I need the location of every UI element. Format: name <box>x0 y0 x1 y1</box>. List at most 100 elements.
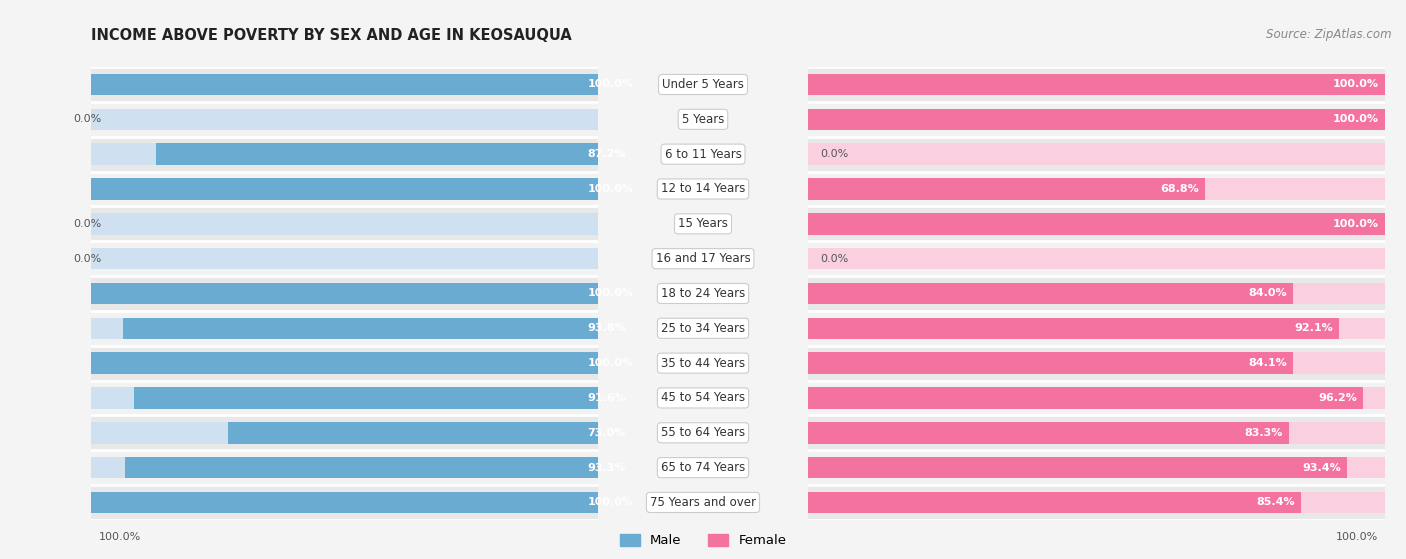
Bar <box>808 283 1385 304</box>
Bar <box>125 457 598 479</box>
Bar <box>808 457 1347 479</box>
Text: 100.0%: 100.0% <box>1336 532 1378 542</box>
Bar <box>91 381 598 415</box>
Text: 5 Years: 5 Years <box>682 113 724 126</box>
Bar <box>808 422 1385 444</box>
Text: 45 to 54 Years: 45 to 54 Years <box>661 391 745 405</box>
Text: 100.0%: 100.0% <box>98 532 141 542</box>
Bar <box>808 311 1385 345</box>
Bar <box>808 492 1301 513</box>
Text: 15 Years: 15 Years <box>678 217 728 230</box>
Bar <box>91 415 598 450</box>
Text: INCOME ABOVE POVERTY BY SEX AND AGE IN KEOSAUQUA: INCOME ABOVE POVERTY BY SEX AND AGE IN K… <box>91 28 572 43</box>
Bar <box>91 143 598 165</box>
Bar <box>91 345 598 381</box>
Bar <box>808 108 1385 130</box>
Bar <box>808 450 1385 485</box>
Bar <box>91 485 598 520</box>
Text: 100.0%: 100.0% <box>588 288 634 299</box>
Bar <box>91 492 598 513</box>
Bar <box>122 318 598 339</box>
Text: 18 to 24 Years: 18 to 24 Years <box>661 287 745 300</box>
Text: 12 to 14 Years: 12 to 14 Years <box>661 182 745 196</box>
Bar <box>91 241 598 276</box>
Bar <box>91 318 598 339</box>
Bar <box>808 248 1385 269</box>
Text: 0.0%: 0.0% <box>73 219 101 229</box>
Bar <box>91 492 598 513</box>
Bar <box>808 172 1385 206</box>
Bar <box>808 318 1340 339</box>
Bar <box>808 276 1385 311</box>
Text: 0.0%: 0.0% <box>820 254 848 264</box>
Text: 16 and 17 Years: 16 and 17 Years <box>655 252 751 265</box>
Text: 96.2%: 96.2% <box>1319 393 1357 403</box>
Bar <box>228 422 598 444</box>
Bar <box>91 387 598 409</box>
Text: 73.0%: 73.0% <box>588 428 626 438</box>
Bar <box>91 206 598 241</box>
Bar <box>808 241 1385 276</box>
Bar <box>808 137 1385 172</box>
Text: 100.0%: 100.0% <box>588 498 634 508</box>
Text: 93.3%: 93.3% <box>588 463 626 472</box>
Bar <box>808 422 1289 444</box>
Text: 65 to 74 Years: 65 to 74 Years <box>661 461 745 474</box>
Bar <box>91 67 598 102</box>
Bar <box>134 387 598 409</box>
Text: 100.0%: 100.0% <box>1333 219 1379 229</box>
Text: 35 to 44 Years: 35 to 44 Years <box>661 357 745 369</box>
Bar <box>91 283 598 304</box>
Text: 85.4%: 85.4% <box>1257 498 1295 508</box>
Text: 55 to 64 Years: 55 to 64 Years <box>661 427 745 439</box>
Bar <box>91 213 598 235</box>
Bar <box>808 283 1292 304</box>
Text: 87.2%: 87.2% <box>588 149 626 159</box>
Bar <box>91 352 598 374</box>
Text: 100.0%: 100.0% <box>1333 115 1379 124</box>
Bar <box>91 422 598 444</box>
Bar <box>808 381 1385 415</box>
Bar <box>808 178 1205 200</box>
Text: 75 Years and over: 75 Years and over <box>650 496 756 509</box>
Text: 68.8%: 68.8% <box>1160 184 1199 194</box>
Text: 93.4%: 93.4% <box>1302 463 1341 472</box>
Text: Source: ZipAtlas.com: Source: ZipAtlas.com <box>1267 28 1392 41</box>
Bar <box>808 415 1385 450</box>
Bar <box>808 213 1385 235</box>
Bar <box>808 352 1294 374</box>
Bar <box>808 67 1385 102</box>
Text: 0.0%: 0.0% <box>820 149 848 159</box>
Bar <box>808 108 1385 130</box>
Bar <box>91 178 598 200</box>
Text: 6 to 11 Years: 6 to 11 Years <box>665 148 741 160</box>
Legend: Male, Female: Male, Female <box>614 528 792 552</box>
Bar <box>91 248 598 269</box>
Bar <box>91 108 598 130</box>
Text: 91.6%: 91.6% <box>588 393 626 403</box>
Bar <box>91 137 598 172</box>
Text: Under 5 Years: Under 5 Years <box>662 78 744 91</box>
Bar <box>91 178 598 200</box>
Text: 83.3%: 83.3% <box>1244 428 1282 438</box>
Bar <box>808 485 1385 520</box>
Bar <box>91 74 598 95</box>
Bar <box>808 74 1385 95</box>
Text: 0.0%: 0.0% <box>73 115 101 124</box>
Bar <box>91 102 598 137</box>
Bar <box>91 311 598 345</box>
Bar <box>808 318 1385 339</box>
Text: 93.8%: 93.8% <box>588 323 626 333</box>
Text: 84.0%: 84.0% <box>1249 288 1286 299</box>
Bar <box>91 457 598 479</box>
Bar <box>808 206 1385 241</box>
Text: 100.0%: 100.0% <box>588 79 634 89</box>
Bar <box>91 450 598 485</box>
Bar <box>808 213 1385 235</box>
Bar <box>808 143 1385 165</box>
Text: 92.1%: 92.1% <box>1295 323 1334 333</box>
Bar <box>91 352 598 374</box>
Bar <box>808 457 1385 479</box>
Text: 100.0%: 100.0% <box>1333 79 1379 89</box>
Bar <box>808 492 1385 513</box>
